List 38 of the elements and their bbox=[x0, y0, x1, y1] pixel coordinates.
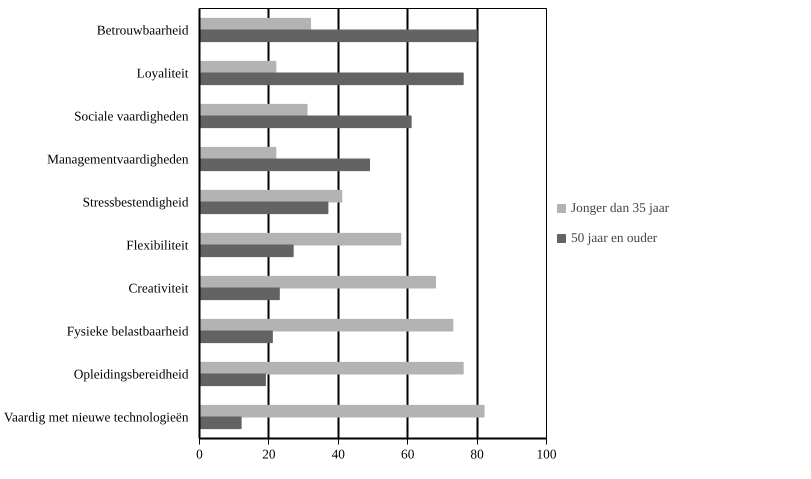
bar bbox=[200, 288, 280, 300]
y-tick-label: Loyaliteit bbox=[136, 66, 189, 80]
bar bbox=[200, 190, 342, 202]
y-tick-label: Creativiteit bbox=[128, 280, 189, 296]
y-tick-label: Opleidingsbereidheid bbox=[74, 366, 189, 382]
bar bbox=[200, 146, 276, 160]
bar bbox=[200, 202, 328, 214]
bar bbox=[200, 104, 308, 116]
bar bbox=[200, 30, 478, 42]
bar bbox=[200, 232, 402, 246]
y-tick-label: Sociale vaardigheden bbox=[74, 108, 189, 124]
legend-label: 50 jaar en ouder bbox=[571, 230, 658, 246]
y-tick-label: Vaardig met nieuwe technologieën bbox=[4, 410, 189, 424]
bar bbox=[200, 362, 464, 374]
bar bbox=[200, 116, 412, 128]
y-tick-label: Flexibiliteit bbox=[126, 238, 189, 252]
bar bbox=[200, 158, 370, 172]
bar bbox=[200, 374, 266, 386]
x-tick-label: 80 bbox=[470, 446, 484, 462]
bar bbox=[200, 330, 273, 344]
bar bbox=[200, 404, 485, 418]
y-tick-label: Betrouwbaarheid bbox=[96, 22, 189, 38]
x-tick-label: 40 bbox=[332, 446, 346, 462]
bar bbox=[200, 18, 312, 30]
bar bbox=[200, 60, 276, 74]
x-tick-label: 20 bbox=[262, 446, 276, 462]
legend-label: Jonger dan 35 jaar bbox=[571, 200, 670, 216]
y-tick-label: Fysieke belastbaarheid bbox=[66, 324, 189, 338]
y-tick-label: Managementvaardigheden bbox=[47, 152, 189, 166]
x-tick-label: 100 bbox=[536, 446, 557, 462]
x-tick-label: 0 bbox=[196, 446, 204, 462]
bar bbox=[200, 244, 294, 258]
y-tick-label: Stressbestendigheid bbox=[82, 194, 189, 210]
x-tick-label: 60 bbox=[401, 446, 415, 462]
bar bbox=[200, 318, 454, 332]
bar bbox=[200, 416, 242, 430]
bar bbox=[200, 72, 464, 86]
bar bbox=[200, 276, 436, 288]
